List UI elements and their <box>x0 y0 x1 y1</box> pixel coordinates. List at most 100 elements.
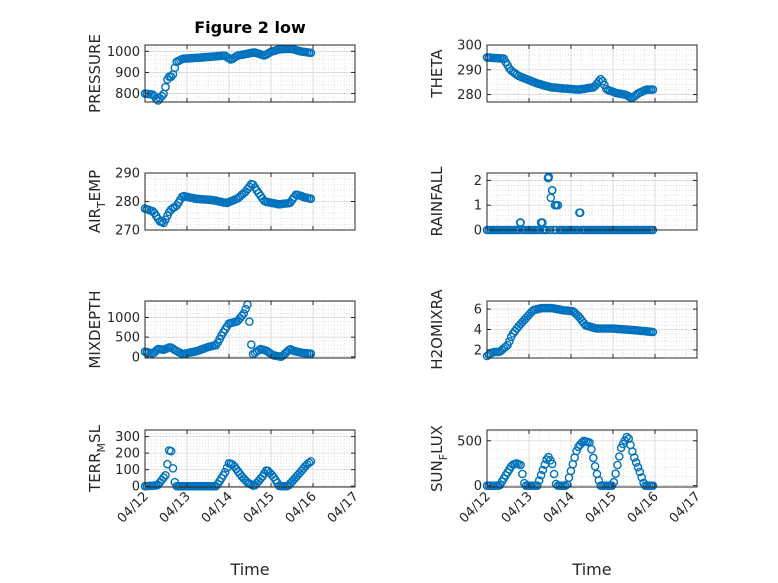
y-tick-label: 900 <box>115 66 140 81</box>
data-point <box>538 218 547 227</box>
data-point <box>166 446 176 456</box>
y-tick-label: 6 <box>474 303 482 318</box>
data-point <box>546 193 556 203</box>
y-tick-label: 290 <box>115 167 140 182</box>
data-point <box>613 460 622 470</box>
data-point <box>239 309 249 318</box>
y-tick-label: 200 <box>115 447 140 462</box>
data-point <box>246 340 256 349</box>
x-tick-label: 04/15 <box>583 489 620 526</box>
data-point <box>538 465 548 475</box>
x-tick-label: 04/14 <box>541 489 578 526</box>
x-tick-label: 04/16 <box>283 489 320 526</box>
mixdepth-axis-label: MIXDEPTH <box>86 290 104 368</box>
y-tick-label: 1000 <box>107 311 140 326</box>
data-point <box>648 327 658 337</box>
data-point <box>515 218 525 227</box>
x-tick-label: 04/12 <box>457 489 494 526</box>
data-point <box>166 72 176 81</box>
sun-flux-axis-label: SUNFLUX <box>428 425 450 492</box>
y-tick-label: 0 <box>474 479 482 494</box>
data-point <box>237 311 247 321</box>
data-point <box>245 317 254 326</box>
y-tick-label: 1000 <box>107 45 140 60</box>
y-tick-label: 1 <box>474 199 482 214</box>
data-point <box>589 453 598 463</box>
y-tick-label: 0 <box>132 350 140 365</box>
data-point <box>170 63 180 73</box>
data-point <box>648 85 658 94</box>
data-point <box>306 457 316 466</box>
data-point <box>542 455 551 464</box>
data-point <box>590 461 600 471</box>
x-tick-label: 04/15 <box>241 489 278 526</box>
data-point <box>572 446 581 456</box>
y-tick-label: 4 <box>474 323 482 338</box>
data-point <box>241 304 250 314</box>
data-point <box>161 82 170 92</box>
data-point <box>306 48 316 58</box>
axes-box <box>144 44 356 103</box>
data-point <box>547 459 557 469</box>
x-tick-label: 04/12 <box>115 489 152 526</box>
y-tick-label: 500 <box>115 331 140 346</box>
y-tick-label: 2 <box>474 343 482 358</box>
axes-box <box>144 300 356 359</box>
data-point <box>622 432 632 442</box>
y-tick-label: 500 <box>457 434 482 449</box>
data-point <box>631 458 641 467</box>
data-point <box>561 481 570 491</box>
data-point <box>549 469 559 479</box>
data-point <box>648 481 658 491</box>
air-temp-axis-label: AIRTEMP <box>86 170 108 233</box>
y-tick-label: 0 <box>474 224 482 239</box>
data-point <box>518 469 527 479</box>
pressure-axis-label: PRESSURE <box>86 34 104 113</box>
x-axis-label: Time <box>571 560 611 579</box>
axes-box <box>486 429 698 488</box>
data-point <box>633 462 643 472</box>
data-point <box>611 469 620 479</box>
data-point <box>547 185 557 195</box>
data-point <box>161 470 170 480</box>
data-point <box>615 452 624 461</box>
y-tick-label: 300 <box>457 39 482 54</box>
data-point <box>163 459 172 469</box>
data-point <box>630 453 639 462</box>
data-point <box>637 473 647 482</box>
data-point <box>505 337 514 346</box>
y-tick-label: 280 <box>457 88 482 103</box>
y-tick-label: 290 <box>457 63 482 78</box>
x-axis-label: Time <box>229 560 269 579</box>
data-point <box>220 467 230 477</box>
data-point <box>157 91 167 101</box>
data-point <box>609 477 619 487</box>
x-tick-label: 04/14 <box>199 489 236 526</box>
y-tick-label: 280 <box>115 195 140 210</box>
axes-box <box>144 429 356 488</box>
y-tick-label: 300 <box>115 430 140 445</box>
data-point <box>516 460 525 470</box>
y-tick-label: 100 <box>115 463 140 478</box>
axes-box <box>486 44 698 103</box>
x-tick-label: 04/17 <box>667 489 704 526</box>
x-tick-label: 04/17 <box>325 489 362 526</box>
data-point <box>168 463 178 473</box>
data-point <box>587 444 596 454</box>
y-tick-label: 270 <box>115 224 140 239</box>
y-tick-label: 800 <box>115 87 140 102</box>
x-tick-label: 04/16 <box>625 489 662 526</box>
y-tick-label: 0 <box>132 480 140 495</box>
data-point <box>635 467 645 477</box>
data-point <box>534 476 544 485</box>
data-point <box>304 458 314 468</box>
data-point <box>552 200 561 210</box>
data-point <box>575 208 584 217</box>
chart-title: Figure 2 low <box>194 18 306 37</box>
data-point <box>159 473 168 482</box>
rainfall-axis-label: RAINFALL <box>428 166 446 237</box>
theta-axis-label: THETA <box>428 49 446 99</box>
data-point <box>306 349 316 359</box>
y-tick-label: 2 <box>474 174 482 189</box>
